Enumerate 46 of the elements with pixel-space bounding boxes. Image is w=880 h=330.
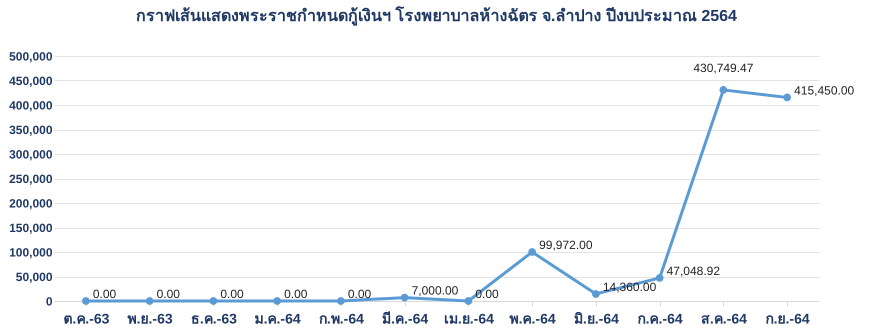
point bbox=[656, 274, 664, 282]
point bbox=[337, 297, 345, 305]
data-label: 0.00 bbox=[156, 287, 180, 301]
y-tick-label: 450,000 bbox=[9, 74, 53, 88]
y-tick-label: 300,000 bbox=[9, 148, 53, 162]
data-label: 7,000.00 bbox=[412, 284, 459, 298]
data-label: 0.00 bbox=[220, 287, 244, 301]
data-label: 430,749.47 bbox=[693, 60, 754, 75]
data-label: 47,048.92 bbox=[666, 264, 720, 278]
y-tick-label: 50,000 bbox=[16, 270, 53, 284]
point bbox=[464, 297, 472, 305]
y-tick-label: 250,000 bbox=[9, 172, 53, 186]
x-tick-label: ส.ค.-64 bbox=[700, 310, 748, 326]
y-tick-label: 0 bbox=[46, 294, 53, 308]
data-label: 415,450.00 bbox=[794, 83, 855, 98]
x-tick-label: ม.ค.-64 bbox=[254, 310, 301, 326]
x-tick-label: พ.ย.-63 bbox=[128, 310, 173, 326]
point bbox=[783, 94, 791, 102]
point bbox=[82, 297, 90, 305]
x-tick-label: ก.ค.-64 bbox=[638, 310, 683, 326]
y-tick-label: 200,000 bbox=[9, 196, 53, 210]
data-label: 99,972.00 bbox=[539, 238, 593, 252]
point bbox=[273, 297, 281, 305]
point bbox=[400, 294, 408, 302]
y-tick-label: 150,000 bbox=[9, 221, 53, 235]
point bbox=[528, 248, 536, 256]
data-label: 0.00 bbox=[348, 287, 372, 301]
x-tick-label: ก.ย.-64 bbox=[766, 310, 810, 326]
x-tick-label: ก.พ.-64 bbox=[318, 310, 364, 326]
point bbox=[720, 86, 728, 94]
x-tick-label: ธ.ค.-63 bbox=[190, 310, 238, 326]
data-label: 0.00 bbox=[92, 287, 117, 301]
y-tick-label: 100,000 bbox=[9, 246, 53, 260]
y-tick-label: 400,000 bbox=[9, 98, 53, 112]
data-label: 0.00 bbox=[284, 287, 308, 301]
x-tick-label: ต.ค.-63 bbox=[63, 310, 110, 326]
chart-title: กราฟเส้นแสดงพระราชกำหนดกู้เงินฯ โรงพยาบาลห้างฉัตร จ.ลำปาง ปีงบประมาณ 2564 bbox=[136, 5, 738, 27]
x-tick-label: พ.ค.-64 bbox=[510, 310, 556, 326]
point bbox=[210, 297, 218, 305]
point bbox=[146, 297, 154, 305]
y-tick-label: 500,000 bbox=[9, 50, 53, 64]
point bbox=[592, 290, 600, 298]
x-tick-label: มี.ค.-64 bbox=[382, 310, 428, 326]
x-tick-label: เม.ย.-64 bbox=[444, 310, 494, 326]
y-tick-label: 350,000 bbox=[9, 123, 53, 137]
x-tick-label: มิ.ย.-64 bbox=[574, 310, 620, 326]
